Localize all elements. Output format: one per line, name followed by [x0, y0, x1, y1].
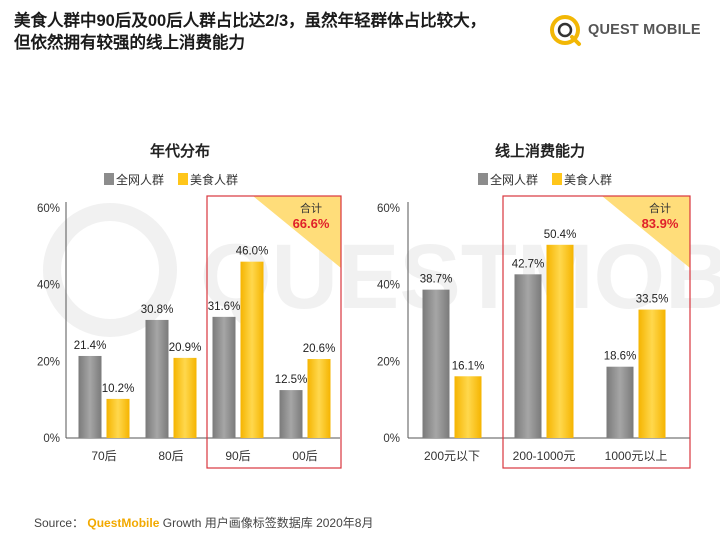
chart1-bar-00后-全网人群: [279, 390, 303, 438]
chart1-highlight-value: 66.6%: [293, 216, 330, 231]
chart1-category-label-00后: 00后: [292, 449, 317, 463]
source-prefix: Source：: [34, 516, 85, 530]
chart2-bar-200元以下-美食人群: [454, 376, 482, 438]
chart1-bar-70后-美食人群: [106, 398, 130, 438]
chart2-category-label-200-1000元: 200-1000元: [513, 449, 576, 463]
chart2-legend-swatch-2: [552, 173, 562, 185]
chart2-data-label-1000元以上-美食人群: 33.5%: [636, 294, 669, 306]
chart2-category-label-200元以下: 200元以下: [424, 449, 480, 463]
chart1-data-label-90后-全网人群: 31.6%: [208, 301, 241, 313]
chart1-legend-label-1: 全网人群: [116, 172, 164, 187]
chart2-title: 线上消费能力: [495, 142, 585, 160]
chart2-legend-swatch-1: [478, 173, 488, 185]
chart2-bar-200-1000元-美食人群: [546, 244, 574, 438]
chart2-y-tick-20: 20%: [377, 356, 400, 368]
logo-text: QUEST MOBILE: [588, 22, 701, 38]
chart1-title: 年代分布: [150, 142, 210, 160]
chart2-y-tick-40: 40%: [377, 280, 400, 292]
chart1-category-label-90后: 90后: [225, 449, 250, 463]
chart1-y-tick-0: 0%: [43, 433, 60, 445]
chart1-bar-90后-美食人群: [240, 261, 264, 438]
chart1-bar-80后-全网人群: [145, 319, 169, 438]
questmobile-logo-icon: [550, 15, 581, 46]
chart1-highlight-label: 合计: [300, 201, 322, 215]
chart1-category-label-70后: 70后: [91, 449, 116, 463]
chart1-legend-label-2: 美食人群: [190, 172, 238, 187]
source-brand: QuestMobile: [87, 516, 160, 530]
chart1-y-tick-60: 60%: [37, 203, 60, 215]
chart2-category-label-1000元以上: 1000元以上: [605, 449, 668, 463]
chart2-data-label-200元以下-美食人群: 16.1%: [452, 360, 485, 372]
chart1-data-label-80后-全网人群: 30.8%: [141, 304, 174, 316]
chart2-bar-1000元以上-美食人群: [638, 309, 666, 438]
page-title: 美食人群中90后及00后人群占比达2/3，虽然年轻群体占比较大， 但依然拥有较强…: [14, 10, 554, 54]
chart2-highlight-corner: [602, 196, 690, 268]
chart2-y-tick-60: 60%: [377, 203, 400, 215]
chart2-legend-label-1: 全网人群: [490, 172, 538, 187]
questmobile-logo: QUEST MOBILE: [548, 12, 708, 48]
chart1-y-tick-40: 40%: [37, 280, 60, 292]
chart1-data-label-90后-美食人群: 46.0%: [236, 246, 269, 258]
chart2-data-label-1000元以上-全网人群: 18.6%: [604, 351, 637, 363]
chart1-y-tick-20: 20%: [37, 356, 60, 368]
source-text: Growth 用户画像标签数据库 2020年8月: [162, 516, 374, 530]
chart2-data-label-200元以下-全网人群: 38.7%: [420, 274, 453, 286]
chart1-legend-swatch-1: [104, 173, 114, 185]
chart1-highlight-corner: [253, 196, 341, 268]
chart2-bar-200元以下-全网人群: [422, 289, 450, 438]
chart2-bar-200-1000元-全网人群: [514, 274, 542, 438]
chart2-data-label-200-1000元-全网人群: 42.7%: [512, 258, 545, 270]
chart2-highlight-box: [502, 195, 691, 469]
chart1-data-label-80后-美食人群: 20.9%: [169, 342, 202, 354]
chart1-bar-80后-美食人群: [173, 357, 197, 438]
title-line-1: 美食人群中90后及00后人群占比达2/3，虽然年轻群体占比较大，: [14, 12, 487, 30]
chart2-legend-label-2: 美食人群: [564, 172, 612, 187]
title-line-2: 但依然拥有较强的线上消费能力: [14, 34, 245, 52]
chart1-legend-swatch-2: [178, 173, 188, 185]
chart2-y-tick-0: 0%: [383, 433, 400, 445]
chart1-data-label-00后-美食人群: 20.6%: [303, 343, 336, 355]
chart2-data-label-200-1000元-美食人群: 50.4%: [544, 229, 577, 241]
source-note: Source： QuestMobile Growth 用户画像标签数据库 202…: [34, 514, 373, 531]
chart1-data-label-70后-美食人群: 10.2%: [102, 383, 135, 395]
chart2-bar-1000元以上-全网人群: [606, 366, 634, 438]
chart1-bar-00后-美食人群: [307, 359, 331, 438]
chart1-category-label-80后: 80后: [158, 449, 183, 463]
chart1-bar-70后-全网人群: [78, 355, 102, 438]
chart1-highlight-box: [206, 195, 342, 469]
chart1-data-label-00后-全网人群: 12.5%: [275, 374, 308, 386]
chart2-highlight-value: 83.9%: [642, 216, 679, 231]
chart1-data-label-70后-全网人群: 21.4%: [74, 340, 107, 352]
chart2-highlight-label: 合计: [649, 201, 671, 215]
chart1-bar-90后-全网人群: [212, 316, 236, 438]
